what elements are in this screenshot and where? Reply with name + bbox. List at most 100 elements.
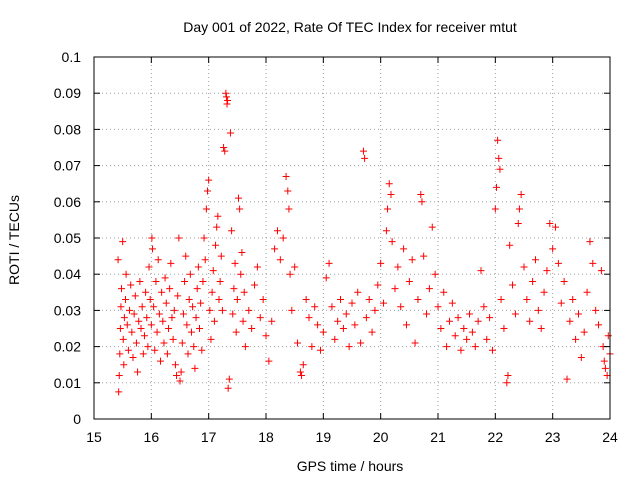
- x-tick-label: 20: [373, 429, 389, 445]
- data-point: [271, 245, 279, 253]
- data-point: [577, 353, 585, 361]
- data-point: [604, 332, 612, 340]
- data-point: [580, 328, 588, 336]
- data-point: [334, 317, 342, 325]
- data-point: [193, 285, 201, 293]
- data-point: [201, 256, 209, 264]
- data-point: [362, 314, 370, 322]
- data-point: [222, 93, 230, 101]
- data-point: [351, 321, 359, 329]
- data-point: [299, 361, 307, 369]
- data-point: [120, 314, 128, 322]
- data-point: [285, 205, 293, 213]
- chart-title: Day 001 of 2022, Rate Of TEC Index for r…: [183, 19, 517, 35]
- data-point: [345, 343, 353, 351]
- data-point: [284, 187, 292, 195]
- data-point: [294, 339, 302, 347]
- data-point: [148, 234, 156, 242]
- data-point: [256, 314, 264, 322]
- data-point: [262, 332, 270, 340]
- data-point: [405, 277, 413, 285]
- data-point: [420, 252, 428, 260]
- x-tick-label: 22: [488, 429, 504, 445]
- data-point: [311, 303, 319, 311]
- data-point: [162, 299, 170, 307]
- data-point: [191, 364, 199, 372]
- data-point: [115, 388, 123, 396]
- data-point: [569, 296, 577, 304]
- data-point: [185, 296, 193, 304]
- data-point: [114, 256, 122, 264]
- data-point: [207, 335, 215, 343]
- data-point: [523, 296, 531, 304]
- plot-frame: [93, 56, 611, 420]
- x-tick-label: 24: [602, 429, 618, 445]
- data-point: [279, 234, 287, 242]
- data-point: [226, 129, 234, 137]
- x-tick-label: 19: [316, 429, 332, 445]
- data-point: [177, 368, 185, 376]
- data-point: [411, 339, 419, 347]
- data-point: [135, 317, 143, 325]
- data-point: [146, 296, 154, 304]
- data-point: [142, 288, 150, 296]
- y-axis-label: ROTI / TECUs: [6, 195, 22, 285]
- data-point: [118, 285, 126, 293]
- y-tick-label: 0.07: [54, 158, 81, 174]
- data-point: [197, 299, 205, 307]
- data-point: [212, 241, 220, 249]
- data-point: [314, 321, 322, 329]
- data-point: [371, 306, 379, 314]
- data-point: [200, 234, 208, 242]
- data-point: [153, 328, 161, 336]
- data-point: [223, 100, 231, 108]
- data-point: [276, 256, 284, 264]
- data-point: [288, 306, 296, 314]
- data-point: [282, 172, 290, 180]
- data-point: [391, 285, 399, 293]
- data-point: [143, 314, 151, 322]
- data-point: [572, 335, 580, 343]
- data-point: [457, 346, 465, 354]
- data-point: [251, 281, 259, 289]
- data-point: [437, 325, 445, 332]
- data-point: [488, 346, 496, 354]
- data-point: [190, 343, 198, 351]
- data-point: [504, 372, 512, 380]
- y-tick-label: 0.01: [54, 375, 81, 391]
- data-point: [194, 263, 202, 271]
- data-point: [440, 288, 448, 296]
- data-point: [286, 270, 294, 278]
- data-point: [165, 325, 173, 332]
- data-point: [224, 384, 232, 392]
- data-point: [423, 310, 431, 318]
- data-point: [491, 205, 499, 213]
- data-point: [192, 314, 200, 322]
- data-point: [245, 306, 253, 314]
- data-point: [127, 281, 135, 289]
- data-point: [205, 176, 213, 184]
- data-point: [497, 296, 505, 304]
- data-point: [374, 281, 382, 289]
- data-point: [144, 343, 152, 351]
- data-point: [529, 277, 537, 285]
- data-point: [382, 227, 390, 235]
- data-point: [213, 223, 221, 231]
- data-point: [384, 205, 392, 213]
- y-tick-label: 0: [73, 411, 81, 427]
- data-point: [167, 259, 175, 267]
- data-point: [182, 252, 190, 260]
- data-point: [265, 357, 273, 365]
- data-point: [480, 303, 488, 311]
- data-point: [198, 346, 206, 354]
- data-point: [220, 144, 228, 151]
- data-point: [253, 263, 261, 271]
- data-point: [120, 361, 128, 369]
- data-point: [128, 328, 136, 336]
- data-point: [186, 270, 194, 278]
- data-point: [557, 299, 565, 307]
- data-point: [600, 357, 608, 365]
- data-point: [189, 303, 197, 311]
- data-point: [566, 317, 574, 325]
- data-point: [134, 368, 142, 376]
